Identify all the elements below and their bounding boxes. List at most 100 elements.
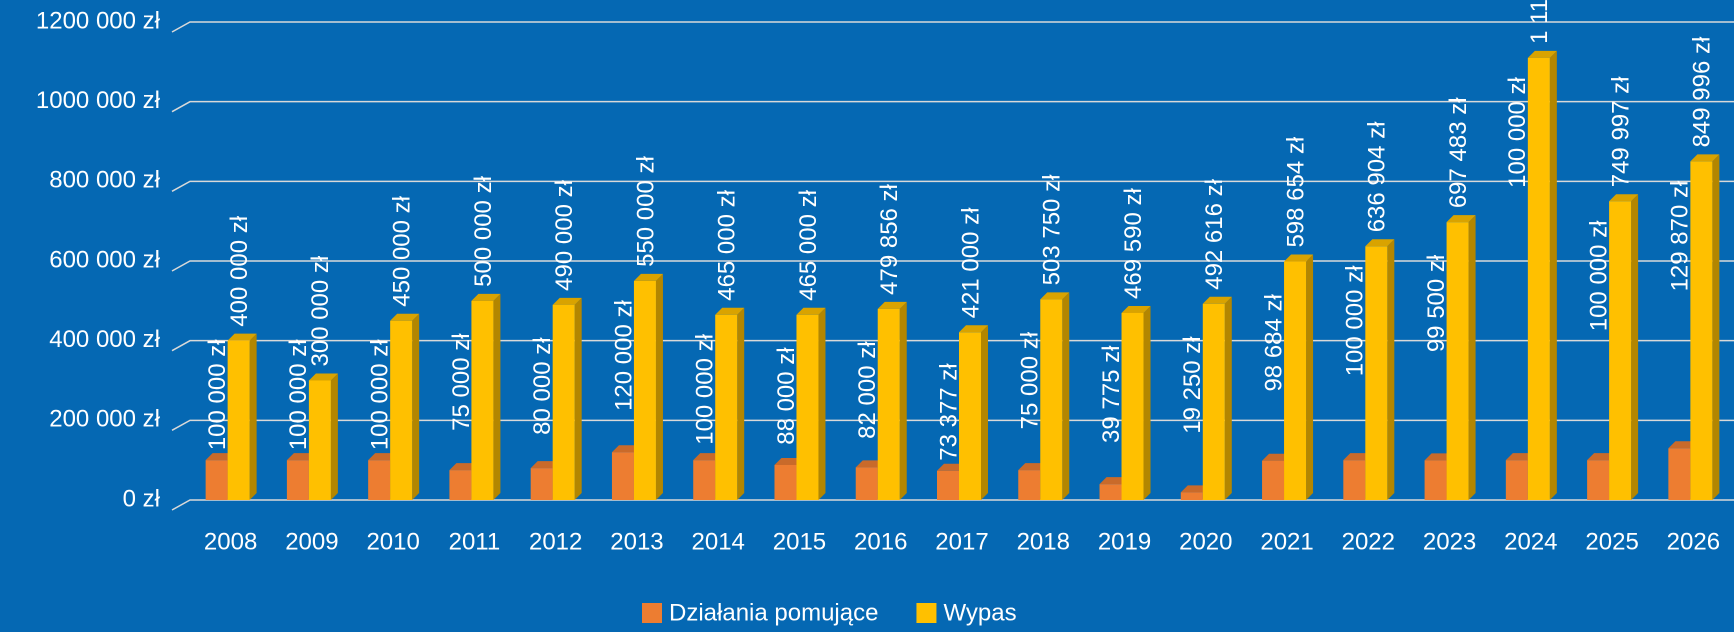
- grid-line: [171, 100, 1734, 113]
- value-label: 19 250 zł: [1179, 336, 1206, 434]
- bar-side: [249, 333, 257, 500]
- value-label: 99 500 zł: [1423, 254, 1450, 352]
- bar-side: [1062, 292, 1070, 500]
- value-label: 39 775 zł: [1098, 345, 1125, 443]
- bar-top: [1446, 215, 1476, 223]
- bar-top: [1040, 292, 1070, 300]
- bar: [471, 300, 494, 500]
- grid-line: [171, 499, 1734, 511]
- bar-side: [412, 313, 420, 500]
- value-label: 598 654 zł: [1282, 136, 1309, 247]
- value-label: 100 000 zł: [367, 339, 394, 450]
- x-tick-label: 2016: [854, 528, 907, 555]
- bar-top: [471, 293, 501, 301]
- x-tick-label: 2019: [1098, 528, 1151, 555]
- bar: [877, 308, 900, 500]
- bar-top: [1180, 485, 1210, 493]
- value-label: 749 997 zł: [1607, 76, 1634, 187]
- bar-top: [1343, 453, 1373, 461]
- bar: [937, 470, 959, 500]
- bar-top: [855, 460, 885, 468]
- bar: [1505, 460, 1528, 500]
- grid-line: [171, 21, 1734, 33]
- bar-top: [1609, 194, 1639, 202]
- bar-top: [959, 325, 988, 333]
- value-label: 479 856 zł: [876, 183, 903, 294]
- bar-top: [205, 453, 235, 461]
- bar: [1365, 246, 1388, 500]
- value-label: 129 870 zł: [1667, 180, 1694, 291]
- bar-side: [1306, 254, 1314, 500]
- x-tick-label: 2017: [935, 528, 988, 555]
- value-label: 849 996 zł: [1689, 36, 1716, 147]
- value-label: 100 000 zł: [285, 339, 312, 450]
- value-label: 120 000 zł: [610, 299, 637, 410]
- bar: [286, 460, 309, 500]
- bar-top: [1668, 441, 1698, 449]
- y-tick-label: 1200 000 zł: [36, 7, 161, 34]
- value-label: 500 000 zł: [470, 175, 497, 286]
- grid-line: [171, 260, 1734, 272]
- x-tick-label: 2009: [285, 528, 338, 555]
- bar-top: [449, 463, 479, 471]
- bar: [1040, 299, 1063, 500]
- bar-top: [1690, 154, 1720, 162]
- bar-top: [390, 313, 420, 321]
- value-label: 503 750 zł: [1039, 174, 1066, 285]
- bar: [1587, 460, 1610, 500]
- bar: [611, 452, 634, 500]
- value-label: 465 000 zł: [714, 189, 741, 300]
- bar-side: [1143, 305, 1151, 500]
- bar-top: [1121, 305, 1151, 313]
- x-tick-label: 2020: [1179, 528, 1232, 555]
- bar-side: [655, 273, 663, 500]
- bar: [1446, 222, 1469, 501]
- bar: [205, 460, 228, 500]
- value-label: 450 000 zł: [389, 195, 416, 306]
- bar: [308, 380, 331, 500]
- bar: [1609, 201, 1632, 500]
- x-tick-label: 2008: [204, 528, 257, 555]
- bar-top: [368, 453, 398, 461]
- bar: [1527, 57, 1550, 500]
- bar: [1343, 460, 1366, 500]
- value-label: 100 000 zł: [1342, 265, 1369, 376]
- bar-side: [1387, 239, 1395, 500]
- x-tick-label: 2022: [1342, 528, 1395, 555]
- bar-top: [715, 307, 745, 315]
- bar: [552, 304, 575, 500]
- bar-side: [1549, 50, 1557, 500]
- x-tick-label: 2018: [1017, 528, 1070, 555]
- bar: [633, 280, 656, 500]
- bar-top: [796, 307, 826, 315]
- bar: [1284, 261, 1307, 500]
- y-tick-label: 0 zł: [123, 485, 161, 512]
- bar-top: [1424, 453, 1454, 461]
- bar: [530, 468, 553, 500]
- bar-top: [308, 373, 338, 381]
- bar: [368, 460, 391, 500]
- value-label: 88 000 zł: [773, 347, 800, 445]
- bar: [1202, 303, 1225, 500]
- legend-label: Działania pomujące: [669, 599, 878, 626]
- bar: [693, 460, 716, 500]
- bar: [390, 320, 413, 500]
- bar-top: [633, 273, 663, 281]
- value-label: 73 377 zł: [935, 363, 962, 461]
- bar: [1018, 470, 1041, 500]
- value-label: 300 000 zł: [307, 255, 334, 366]
- x-tick-label: 2023: [1423, 528, 1476, 555]
- bar: [796, 314, 819, 500]
- legend-swatch: [642, 603, 662, 623]
- grid-line: [171, 180, 1734, 192]
- bar-side: [493, 293, 501, 500]
- value-label: 75 000 zł: [448, 333, 475, 431]
- y-tick-label: 400 000 zł: [49, 326, 160, 353]
- bar-top: [1262, 453, 1292, 461]
- value-label: 100 000 zł: [1504, 76, 1531, 187]
- legend-swatch: [916, 603, 937, 623]
- x-tick-label: 2014: [692, 528, 745, 555]
- bar-top: [530, 461, 560, 469]
- bar-top: [1505, 453, 1535, 461]
- bar-side: [981, 325, 988, 500]
